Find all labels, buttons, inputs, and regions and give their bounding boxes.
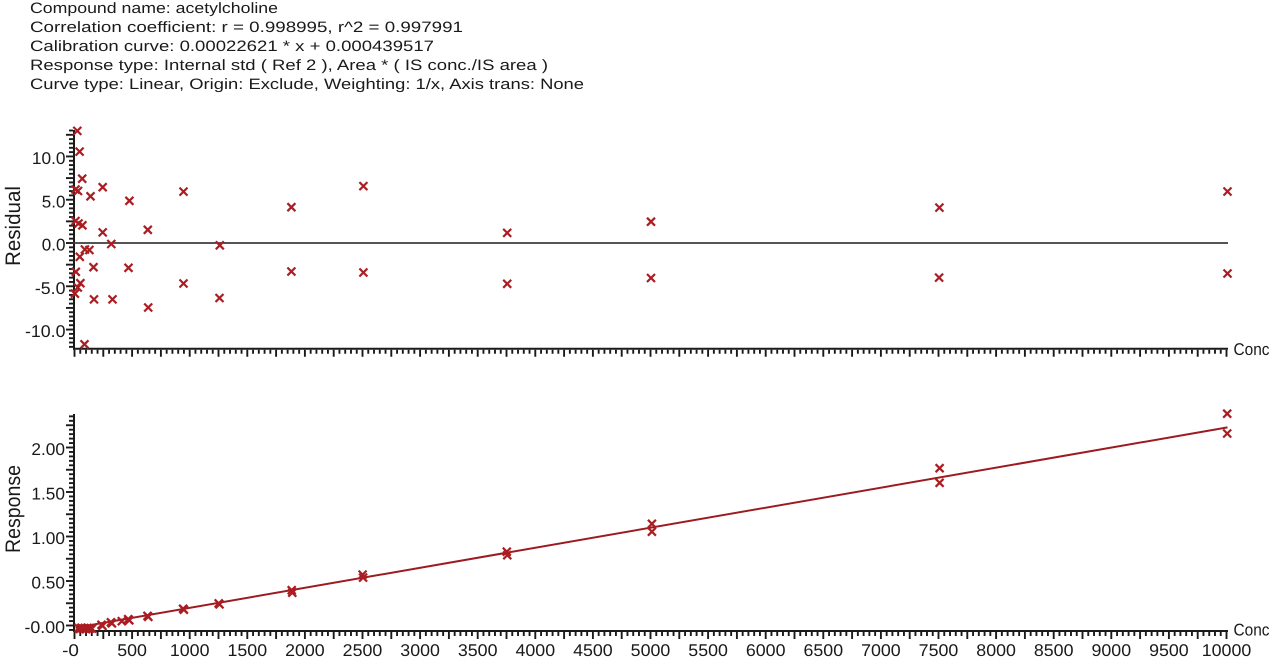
svg-text:1.00: 1.00	[31, 529, 65, 548]
svg-text:0.0: 0.0	[42, 236, 66, 255]
svg-text:Response: Response	[2, 465, 25, 553]
svg-text:1500: 1500	[228, 641, 268, 660]
svg-text:4000: 4000	[516, 641, 556, 660]
svg-text:1000: 1000	[170, 641, 210, 660]
svg-text:5500: 5500	[688, 641, 728, 660]
svg-text:3000: 3000	[400, 641, 440, 660]
svg-text:-5.0: -5.0	[35, 279, 66, 298]
svg-text:-0: -0	[62, 641, 79, 660]
svg-text:Correlation coefficient: r = 0: Correlation coefficient: r = 0.998995, r…	[30, 19, 463, 36]
svg-text:Conc: Conc	[1234, 621, 1270, 640]
svg-text:2500: 2500	[343, 641, 383, 660]
svg-text:9000: 9000	[1092, 641, 1132, 660]
svg-text:7000: 7000	[861, 641, 901, 660]
svg-text:Response type: Internal std (: Response type: Internal std ( Ref 2 ), A…	[30, 57, 548, 74]
svg-text:5.0: 5.0	[42, 192, 66, 211]
svg-text:-10.0: -10.0	[25, 322, 66, 341]
svg-text:8000: 8000	[976, 641, 1016, 660]
svg-text:Compound name: acetylcholine: Compound name: acetylcholine	[30, 0, 278, 17]
svg-text:500: 500	[117, 641, 147, 660]
svg-text:7500: 7500	[919, 641, 959, 660]
svg-text:9500: 9500	[1149, 641, 1189, 660]
svg-text:10000: 10000	[1202, 641, 1252, 660]
svg-text:2000: 2000	[285, 641, 325, 660]
svg-text:10.0: 10.0	[32, 149, 66, 168]
svg-text:1.50: 1.50	[31, 484, 65, 503]
svg-text:Calibration curve: 0.00022621: Calibration curve: 0.00022621 * x + 0.00…	[30, 38, 434, 55]
svg-text:6000: 6000	[746, 641, 786, 660]
svg-text:2.00: 2.00	[31, 440, 65, 459]
svg-text:3500: 3500	[458, 641, 498, 660]
svg-text:Curve type: Linear, Origin: Ex: Curve type: Linear, Origin: Exclude, Wei…	[30, 76, 584, 93]
svg-text:4500: 4500	[573, 641, 613, 660]
svg-text:Conc: Conc	[1234, 340, 1270, 359]
svg-text:6500: 6500	[804, 641, 844, 660]
svg-text:5000: 5000	[631, 641, 671, 660]
svg-text:8500: 8500	[1034, 641, 1074, 660]
svg-text:-0.00: -0.00	[25, 618, 66, 637]
svg-text:0.50: 0.50	[31, 573, 65, 592]
svg-text:Residual: Residual	[2, 186, 25, 266]
